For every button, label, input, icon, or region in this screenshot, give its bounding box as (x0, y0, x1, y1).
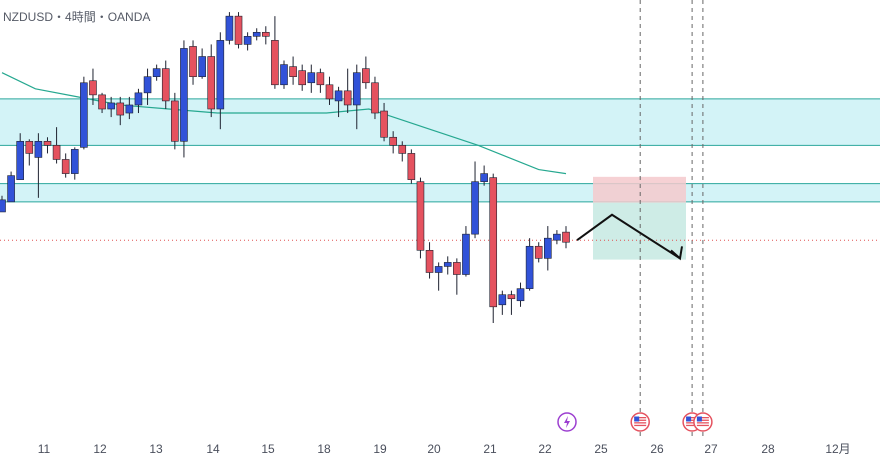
bull-candle (143, 76, 152, 94)
x-axis-tick-label: 20 (427, 442, 441, 456)
bear-candle (262, 31, 270, 37)
title-separator: ・ (53, 10, 66, 24)
bull-candle (0, 199, 6, 213)
bear-candle (271, 40, 279, 86)
bear-candle (407, 153, 416, 180)
bear-candle (453, 262, 461, 275)
x-axis-tick-label: 12 (93, 442, 107, 456)
bear-candle (89, 80, 97, 96)
bull-candle (471, 181, 479, 235)
bull-candle (180, 48, 188, 142)
bear-candle (171, 100, 179, 142)
bear-candle (343, 90, 352, 106)
bull-candle (307, 72, 316, 84)
bull-candle (516, 288, 525, 302)
bull-candle (352, 72, 361, 106)
bear-candle (562, 231, 570, 243)
bull-candle (462, 233, 470, 275)
bull-candle (443, 262, 452, 267)
bull-candle (198, 56, 206, 78)
us-flag-event-icon[interactable] (693, 412, 713, 432)
bear-candle (362, 68, 370, 84)
projection-arrow[interactable] (576, 213, 681, 260)
us-flag-event-icon[interactable] (630, 412, 650, 432)
x-axis-tick-label: 25 (594, 442, 608, 456)
timeframe-label[interactable]: 4時間 (65, 10, 96, 24)
bear-candle (325, 84, 334, 100)
short-position-reward-zone[interactable] (593, 202, 686, 260)
bear-candle (98, 94, 106, 110)
x-axis-tick-label: 15 (261, 442, 275, 456)
bull-candle (434, 266, 443, 273)
bull-candle (553, 233, 561, 241)
bear-candle (416, 181, 425, 251)
x-axis-tick-label: 28 (761, 442, 775, 456)
bull-candle (252, 31, 261, 37)
bear-candle (489, 177, 498, 308)
bear-candle (52, 145, 61, 160)
bull-candle (498, 294, 507, 306)
bear-candle (398, 145, 407, 154)
bear-candle (389, 136, 397, 146)
x-axis-tick-label: 14 (206, 442, 220, 456)
bear-candle (298, 70, 306, 86)
bull-candle (225, 15, 234, 41)
arrow-head-icon (670, 246, 683, 261)
bear-candle (380, 110, 388, 138)
x-axis-tick-label: 22 (538, 442, 552, 456)
bull-candle (34, 140, 43, 158)
bear-candle (161, 68, 170, 102)
support-zone-2[interactable] (0, 183, 880, 202)
bear-candle (189, 46, 197, 78)
bear-candle (207, 56, 216, 110)
bull-candle (334, 90, 343, 102)
chart-symbol-title[interactable]: NZDUSD・4時間・OANDA (3, 8, 150, 25)
lightning-event-icon[interactable] (557, 412, 577, 432)
bull-candle (152, 68, 161, 78)
x-axis-tick-label: 12月 (825, 442, 850, 456)
bear-candle (116, 102, 125, 116)
bull-candle (480, 173, 488, 182)
bull-candle (7, 175, 15, 203)
x-axis-tick-label: 13 (149, 442, 163, 456)
x-axis-tick-label: 11 (38, 442, 51, 456)
bull-candle (107, 102, 115, 110)
x-axis-tick-label: 27 (704, 442, 718, 456)
bull-candle (525, 245, 534, 289)
bull-candle (243, 36, 252, 45)
bear-candle (534, 245, 543, 259)
bear-candle (507, 294, 516, 300)
bear-candle (316, 72, 325, 86)
bull-candle (80, 82, 88, 148)
bear-candle (25, 140, 34, 154)
bull-candle (70, 149, 79, 174)
bull-candle (216, 40, 225, 110)
bull-candle (134, 92, 143, 106)
bull-candle (544, 237, 552, 259)
bear-candle (61, 159, 70, 174)
bear-candle (371, 82, 379, 114)
bull-candle (125, 104, 134, 114)
bull-candle (16, 140, 24, 180)
x-axis-tick-label: 21 (483, 442, 497, 456)
title-separator: ・ (95, 10, 108, 24)
bear-candle (425, 249, 434, 273)
bear-candle (234, 15, 243, 45)
x-axis-tick-label: 19 (373, 442, 387, 456)
bull-candle (280, 64, 288, 86)
bear-candle (43, 140, 52, 146)
short-position-risk-zone[interactable] (593, 176, 686, 203)
broker-label: OANDA (107, 10, 151, 24)
bear-candle (289, 66, 297, 78)
x-axis-tick-label: 26 (650, 442, 664, 456)
symbol-label: NZDUSD (3, 10, 53, 24)
x-axis-tick-label: 18 (317, 442, 331, 456)
